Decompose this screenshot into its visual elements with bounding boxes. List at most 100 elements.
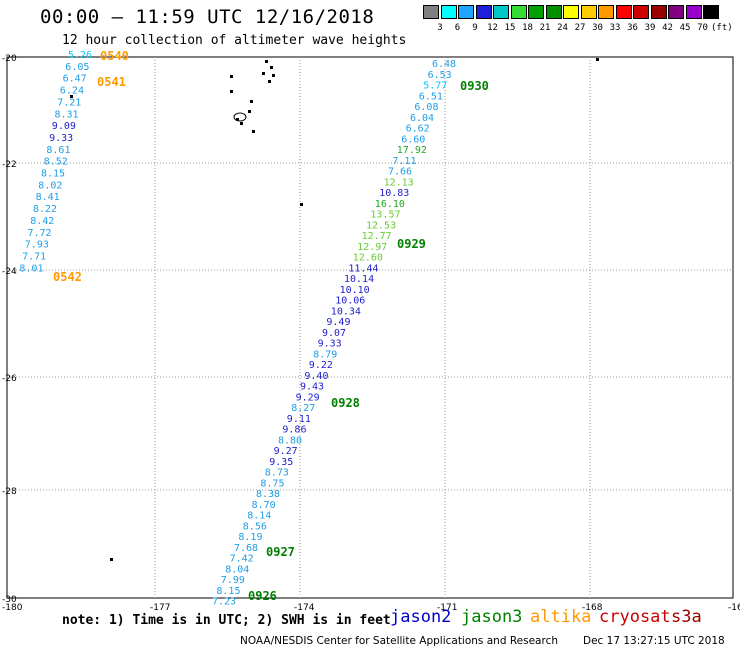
swh-value: 10.83 (379, 188, 409, 199)
swh-value: 7.99 (221, 575, 245, 586)
swh-value: 9.09 (52, 121, 76, 132)
legend-label: 42 (662, 23, 673, 33)
legend-label: 21 (539, 23, 551, 33)
pass-time-label: 0542 (53, 270, 82, 284)
legend-swatch (580, 5, 597, 19)
legend-swatch (493, 5, 509, 19)
footer-timestamp: Dec 17 13:27:15 UTC 2018 (583, 635, 725, 647)
legend-label: 70 (697, 23, 708, 33)
island-mark (230, 90, 233, 93)
island-mark (272, 74, 275, 77)
island-mark (230, 75, 233, 78)
swh-value: 8.79 (313, 349, 337, 360)
legend-swatch (668, 5, 684, 19)
swh-value: 17.92 (397, 145, 427, 156)
map-frame (6, 56, 734, 599)
island-mark (300, 203, 303, 206)
swh-value: 7.66 (388, 167, 412, 178)
swh-value: 6.04 (410, 113, 434, 124)
pass-time-label: 0926 (248, 589, 277, 603)
legend-swatch (650, 5, 667, 19)
swh-value: 10.34 (331, 306, 361, 317)
satellite-cryosat: cryosat (599, 607, 671, 627)
lat-label: -22 (2, 160, 17, 170)
pass-time-label: 0540 (100, 49, 129, 63)
satellite-jason3: jason3 (461, 607, 523, 627)
legend-swatch (475, 5, 492, 19)
swh-value: 9.29 (296, 392, 320, 403)
swh-value: 6.51 (419, 91, 443, 102)
swh-value: 8.56 (243, 521, 267, 532)
island-mark (252, 130, 255, 133)
legend-swatch (440, 5, 457, 19)
legend-swatch (528, 5, 544, 19)
map-subtitle: 12 hour collection of altimeter wave hei… (62, 33, 407, 48)
island-mark (236, 118, 239, 121)
legend-label: 6 (454, 23, 461, 33)
legend-label: 18 (522, 23, 533, 33)
swh-value: 8.15 (41, 169, 65, 180)
lat-label: -26 (2, 374, 17, 384)
island-mark (240, 122, 243, 125)
pass-time-label: 0927 (266, 545, 295, 559)
swh-value: 9.33 (318, 339, 342, 350)
swh-value: 12.97 (357, 242, 387, 253)
swh-value: 12.53 (366, 220, 396, 231)
map-title: 00:00 – 11:59 UTC 12/16/2018 (40, 6, 375, 28)
satellite-s3a: s3a (671, 607, 702, 627)
swh-value: 7.42 (230, 554, 254, 565)
lat-label: -28 (2, 487, 17, 497)
swh-value: 8.27 (291, 403, 315, 414)
swh-value: 8.61 (46, 145, 70, 156)
lon-label: -168 (582, 603, 603, 613)
swh-value: 7.11 (392, 156, 416, 167)
footer-note: note: 1) Time is in UTC; 2) SWH is in fe… (62, 613, 391, 628)
legend-swatch (423, 5, 439, 19)
lat-label: -20 (2, 54, 17, 64)
swh-value: 12.13 (384, 177, 414, 188)
island-mark (70, 95, 73, 98)
swh-value: 13.57 (370, 210, 400, 221)
legend-unit: (ft) (711, 23, 733, 33)
swh-value: 9.33 (49, 133, 73, 144)
swh-value: 8.02 (38, 180, 62, 191)
island-mark (268, 80, 271, 83)
swh-value: 8.31 (55, 109, 79, 120)
legend-label: 30 (592, 23, 603, 33)
swh-value: 5.26 (68, 50, 92, 61)
legend-swatch (510, 5, 527, 19)
legend-label: 33 (609, 23, 621, 33)
swh-value: 8.70 (252, 500, 276, 511)
legend-label: 39 (644, 23, 656, 33)
swh-value: 9.11 (287, 414, 311, 425)
legend-swatch (685, 5, 702, 19)
island-mark (596, 58, 599, 61)
swh-value: 8.52 (44, 157, 68, 168)
lon-label: -165 (728, 603, 740, 613)
swh-value: 9.35 (269, 457, 293, 468)
pass-time-label: 0541 (97, 75, 126, 89)
swh-value: 12.77 (362, 231, 392, 242)
swh-value: 10.14 (344, 274, 374, 285)
swh-value: 6.60 (401, 134, 425, 145)
swh-value: 6.48 (432, 59, 456, 70)
island-mark (233, 112, 247, 122)
swh-value: 8.41 (36, 192, 60, 203)
island-mark (248, 110, 251, 113)
lon-label: -174 (294, 603, 315, 613)
swh-value: 7.68 (234, 543, 258, 554)
legend-label: 9 (472, 23, 478, 33)
legend-label: 12 (487, 23, 498, 33)
swh-value: 16.10 (375, 199, 405, 210)
swh-value: 8.19 (238, 532, 262, 543)
legend-swatch (703, 5, 719, 19)
swh-value: 9.27 (274, 446, 298, 457)
swh-value: 9.43 (300, 382, 324, 393)
legend-swatch (615, 5, 632, 19)
swh-value: 8.04 (225, 564, 249, 575)
swh-value: 8.22 (33, 204, 57, 215)
swh-value: 8.73 (265, 468, 289, 479)
swh-value: 10.10 (340, 285, 370, 296)
legend-label: 24 (557, 23, 568, 33)
